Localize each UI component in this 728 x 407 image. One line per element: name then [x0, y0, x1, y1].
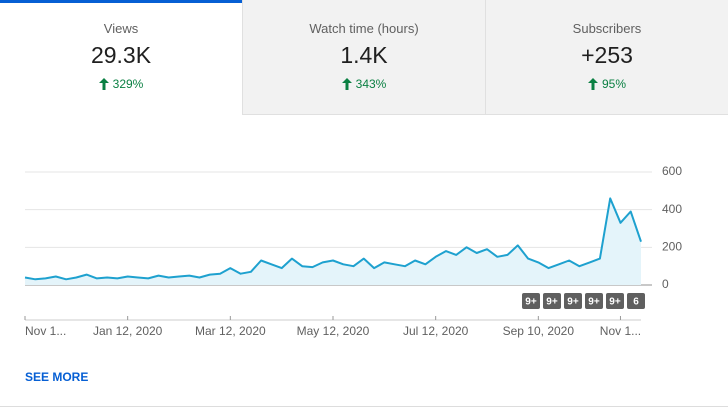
annotation-badge	[543, 293, 561, 309]
metric-tab[interactable]: Subscribers +253 95%	[485, 0, 728, 115]
annotation-count: 9+	[588, 297, 600, 308]
annotation-count: 9+	[525, 297, 537, 308]
annotation-badge	[564, 293, 582, 309]
annotation-badge	[606, 293, 624, 309]
x-tick-label: Sep 10, 2020	[503, 324, 575, 338]
metric-change: 95%	[486, 77, 728, 91]
annotation-count: 9+	[567, 297, 579, 308]
annotation-count: 9+	[546, 297, 558, 308]
metric-tab[interactable]: Views 29.3K 329%	[0, 0, 242, 115]
up-arrow-icon	[341, 78, 352, 90]
up-arrow-icon	[98, 78, 109, 90]
annotation-count: 6	[633, 297, 639, 308]
see-more-link[interactable]: SEE MORE	[25, 370, 89, 384]
x-tick-label: Jul 12, 2020	[403, 324, 469, 338]
metric-value: 1.4K	[340, 42, 388, 68]
annotation-count: 9+	[609, 297, 621, 308]
annotation-badge	[627, 293, 645, 309]
data-line	[24, 197, 642, 281]
x-tick-label: Nov 1...	[600, 324, 641, 338]
metric-value: 29.3K	[90, 42, 152, 68]
metric-change: 343%	[243, 77, 485, 91]
up-arrow	[341, 78, 352, 90]
metric-change: 329%	[0, 77, 242, 91]
x-tick-label: Mar 12, 2020	[195, 324, 266, 338]
change-percent: 95%	[601, 77, 627, 91]
y-tick-label: 200	[662, 240, 682, 254]
metric-label: Views	[103, 21, 139, 36]
metric-value: +253	[581, 42, 633, 68]
up-arrow	[98, 78, 109, 90]
chart: 0 200 400 600 Nov 1... Jan 12, 2020 Mar 12, 20…	[24, 164, 682, 338]
metric-label: Subscribers	[572, 21, 642, 36]
y-tick-label: 600	[662, 164, 682, 178]
change-percent: 343%	[355, 77, 387, 91]
metric-tab[interactable]: Watch time (hours) 1.4K 343%	[242, 0, 485, 115]
metric-tabs: Views 29.3K 329% Watch time (hours) 1.4K 343%…	[0, 0, 728, 115]
annotation-badge	[585, 293, 603, 309]
y-tick-label: 0	[662, 277, 669, 291]
up-arrow-icon	[587, 78, 598, 90]
x-tick-label: Nov 1...	[25, 324, 66, 338]
up-arrow	[587, 78, 598, 90]
x-tick-label: May 12, 2020	[297, 324, 370, 338]
line-area	[25, 198, 641, 285]
change-percent: 329%	[112, 77, 144, 91]
metric-label: Watch time (hours)	[309, 21, 419, 36]
x-tick-label: Jan 12, 2020	[93, 324, 163, 338]
annotation-badge	[522, 293, 540, 309]
y-tick-label: 400	[662, 202, 682, 216]
